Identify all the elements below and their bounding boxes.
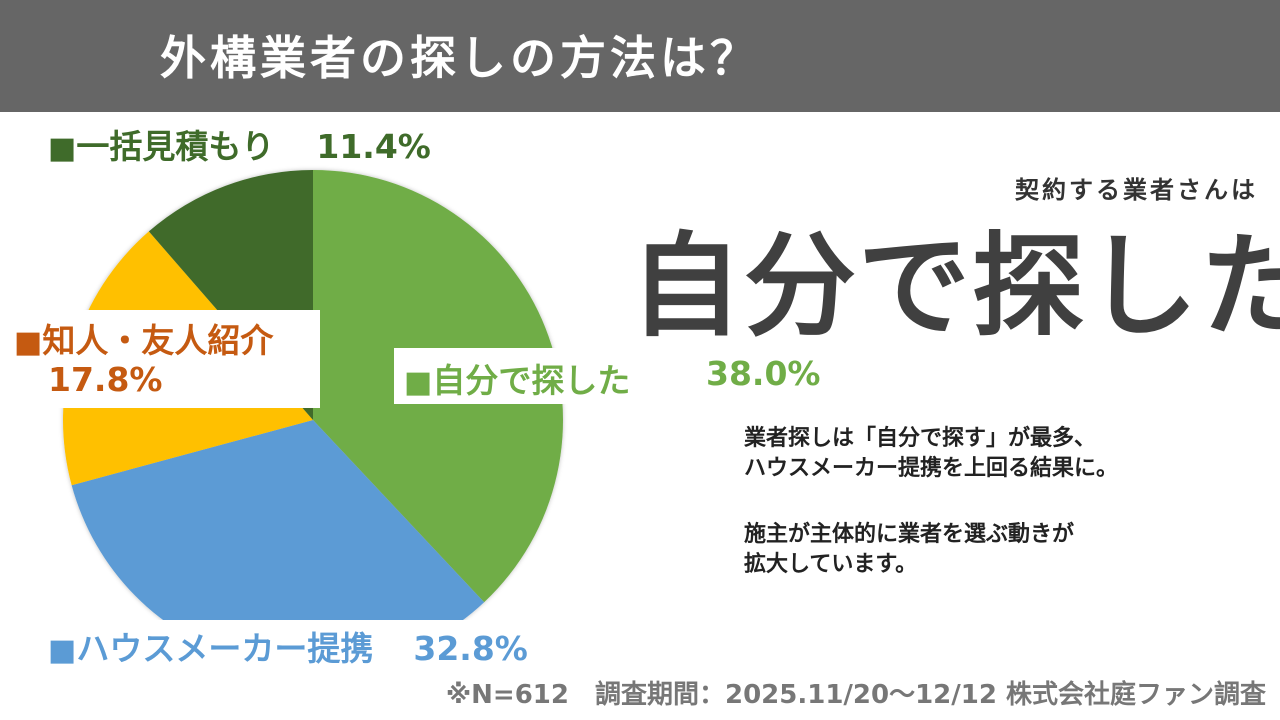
label-background <box>8 310 320 408</box>
label-self-search: ■自分で探した <box>404 354 630 402</box>
label-percent: 11.4% <box>316 127 431 166</box>
label-self-search-percent: 38.0% <box>706 354 821 393</box>
label-house-maker: ■ハウスメーカー提携 32.8% <box>48 622 528 670</box>
legend-square-icon: ■ <box>404 365 433 400</box>
label-background <box>394 348 660 404</box>
legend-square-icon: ■ <box>14 325 43 360</box>
label-text: 一括見積もり <box>76 127 275 166</box>
description-line: 業者探しは「自分で探す」が最多、 <box>744 426 1097 451</box>
label-text: ハウスメーカー提携 <box>76 629 374 668</box>
label-percent: 32.8% <box>413 629 528 668</box>
pie-slice-1 <box>71 420 485 620</box>
description-line: ハウスメーカー提携を上回る結果に。 <box>744 456 1119 481</box>
page-title: 外構業者の探しの方法は？ <box>160 31 760 85</box>
label-text: 知人・友人紹介 <box>42 321 274 360</box>
legend-square-icon: ■ <box>48 633 77 668</box>
description-line: 拡大しています。 <box>744 552 918 577</box>
label-bulk-estimate: ■一括見積もり 11.4% <box>48 120 431 168</box>
label-referral-percent: 17.8% <box>48 360 163 399</box>
label-referral: ■知人・友人紹介 <box>14 314 273 362</box>
label-text: 自分で探した <box>432 361 631 400</box>
description-line: 施主が主体的に業者を選ぶ動きが <box>744 522 1075 547</box>
headline-main: 自分で探した <box>630 222 1280 352</box>
legend-square-icon: ■ <box>48 131 77 166</box>
headline-subtitle: 契約する業者さんは <box>1015 176 1258 204</box>
header-bar: 外構業者の探しの方法は？ <box>0 0 1280 112</box>
footnote: ※N=612 調査期間：2025.11/20～12/12 株式会社庭ファン調査 <box>445 680 1266 710</box>
